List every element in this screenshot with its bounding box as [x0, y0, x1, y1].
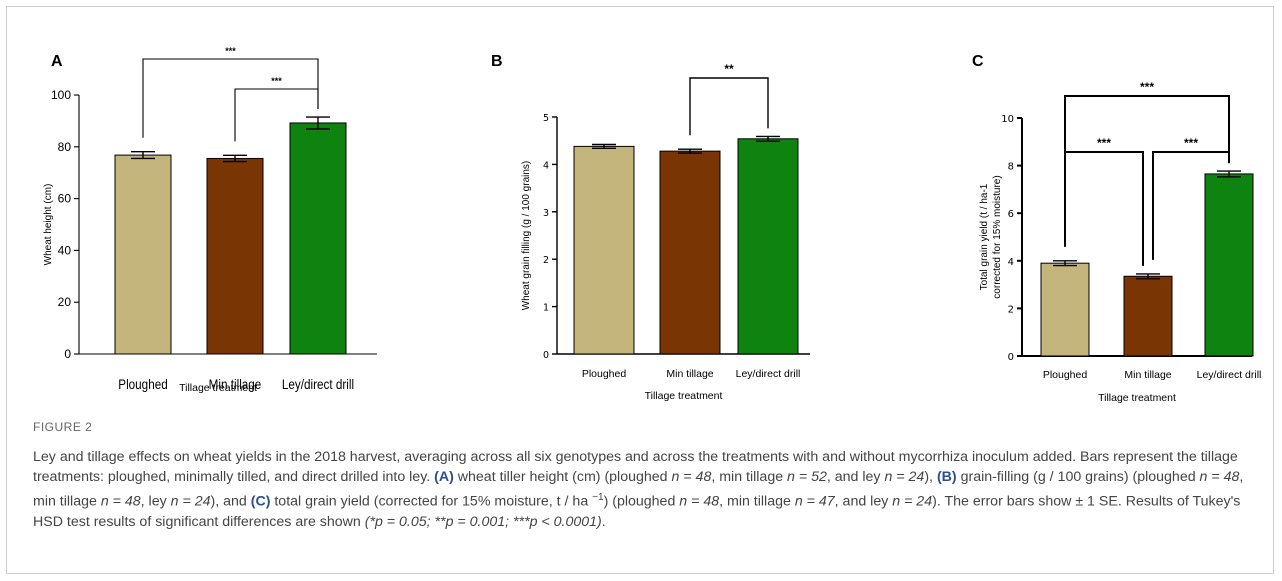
caption-b-text: grain-filling (g / 100 grains) (ploughed: [956, 469, 1200, 486]
caption-c-n1: n = 48: [679, 493, 720, 510]
caption-sig-note: (*p = 0.05; **p = 0.001; ***p < 0.0001): [364, 513, 602, 530]
panel-a-letter: A: [51, 53, 63, 70]
panel-a-category-label: Min tillage: [209, 376, 262, 392]
caption-b-mid2: , ley: [140, 493, 171, 510]
panel-b-bar: [573, 145, 635, 355]
panel-a-x-title: Tillage treatment: [179, 382, 257, 394]
panel-c-category-label: Min tillage: [1124, 369, 1171, 381]
caption-intro: Ley and tillage effects on wheat yields …: [33, 449, 1238, 486]
panel-c-y-tick-label: 8: [1008, 162, 1014, 173]
panel-c-y-tick-label: 4: [1008, 257, 1014, 268]
panel-c-y-title-line: corrected for 15% moisture): [992, 175, 1003, 298]
caption-c-text: total grain yield (corrected for 15% moi…: [270, 493, 593, 510]
panel-a-chart: A 0 20 40 60 80 100 Ploughed Min tillage Ley/dire…: [43, 46, 377, 394]
panel-c-category-label: Ley/direct drill: [1197, 369, 1262, 381]
panel-b-y-tick-label: 0: [543, 350, 549, 361]
caption-c-sup: −1: [592, 491, 604, 503]
panel-c-chart: C 0 2 4 6 8 10 Ploughed Min tillage Ley/direct dr…: [972, 53, 1262, 404]
panel-c-y-tick-label: 6: [1008, 209, 1014, 220]
panel-b-bar: [737, 138, 799, 355]
panel-b-y-tick-label: 4: [543, 160, 549, 171]
caption-a-end: ),: [924, 469, 933, 486]
panel-b-category-label: Min tillage: [666, 368, 713, 380]
panel-a-sig-label: ***: [225, 46, 236, 56]
caption-c-mid1: , min tillage: [719, 493, 795, 510]
panel-c-sig-label: ***: [1097, 136, 1111, 150]
panel-c-x-title: Tillage treatment: [1098, 392, 1176, 404]
panel-a-bar: [114, 154, 172, 355]
caption-ref-a: (A): [434, 469, 454, 486]
panel-b-sig-label: **: [724, 62, 734, 76]
panel-c-bar: [1040, 262, 1090, 357]
panel-a-sig-label: ***: [271, 76, 282, 86]
panel-c-y-title-line: Total grain yield (t / ha-1: [979, 183, 990, 290]
panel-b-sig-bracket: [689, 77, 769, 136]
panel-c-sig-bracket: [1152, 151, 1230, 260]
panel-a-bar: [289, 122, 347, 355]
figure-caption: Ley and tillage effects on wheat yields …: [33, 447, 1258, 532]
panel-c-bar: [1123, 275, 1173, 357]
panel-c-bar: [1204, 173, 1254, 357]
panel-c-category-label: Ploughed: [1043, 369, 1088, 381]
panel-b-bar: [659, 150, 721, 355]
panel-b-letter: B: [491, 53, 503, 70]
caption-final: .: [601, 513, 606, 530]
panel-a-y-tick-label: 80: [58, 140, 72, 154]
panel-a-y-tick-label: 60: [58, 192, 72, 206]
panel-a-category-label: Ley/direct drill: [282, 376, 354, 392]
panel-a-y-tick-label: 0: [64, 347, 71, 361]
caption-b-mid1: , min tillage: [33, 469, 1244, 510]
panel-a-category-label: Ploughed: [118, 376, 167, 392]
panel-a-sig-bracket: [234, 88, 319, 142]
panel-b-y-title: Wheat grain filling (g / 100 grains): [521, 161, 532, 311]
panel-b-y-tick-label: 1: [543, 303, 549, 314]
caption-b-end: ), and: [210, 493, 247, 510]
caption-a-n2: n = 52: [787, 469, 827, 486]
caption-c-n3: n = 24: [892, 493, 933, 510]
panel-c-sig-label: ***: [1140, 80, 1154, 94]
panel-c-y-title: Total grain yield (t / ha-1 corrected for…: [979, 175, 1003, 298]
caption-ref-c: (C): [250, 493, 271, 510]
panel-c-y-tick-label: 10: [1001, 114, 1014, 125]
caption-b-n2: n = 48: [100, 493, 141, 510]
caption-c-text2: ) (ploughed: [603, 493, 680, 510]
panel-c-letter: C: [972, 53, 984, 70]
panel-a-y-tick-label: 40: [58, 243, 72, 257]
panel-c-sig-bracket: [1064, 151, 1144, 266]
caption-b-n3: n = 24: [170, 493, 211, 510]
panel-a-bar: [206, 157, 264, 355]
panel-b-chart: B 0 1 2 3 4 5 Ploughed Min tillage Ley/direct dri…: [491, 53, 810, 402]
figure-frame: A 0 20 40 60 80 100 Ploughed Min tillage Ley/dire…: [6, 6, 1274, 574]
panel-a-y-tick-label: 100: [51, 88, 71, 102]
panel-b-category-label: Ploughed: [582, 368, 627, 380]
caption-a-mid1: , min tillage: [711, 469, 788, 486]
caption-c-end: ). The error bars show ± 1 SE. Results o…: [33, 493, 1241, 530]
panel-b-y-tick-label: 3: [543, 208, 549, 219]
caption-c-mid2: , and ley: [834, 493, 893, 510]
panel-b-category-label: Ley/direct drill: [736, 368, 801, 380]
panel-a-y-tick-label: 20: [58, 295, 72, 309]
panel-b-y-tick-label: 2: [543, 255, 549, 266]
panel-c-y-tick-label: 2: [1008, 304, 1014, 315]
caption-a-n3: n = 24: [884, 469, 925, 486]
panel-a-y-title: Wheat height (cm): [43, 184, 54, 266]
figure-label: FIGURE 2: [33, 420, 93, 434]
panel-a-sig-bracket: [142, 58, 319, 138]
panel-c-sig-bracket: [1064, 95, 1230, 247]
panel-c-sig-label: ***: [1184, 136, 1198, 150]
panel-c-y-tick-label: 0: [1008, 352, 1014, 363]
panel-b-y-tick-label: 5: [543, 113, 549, 124]
caption-c-n2: n = 47: [794, 493, 835, 510]
caption-a-mid2: , and ley: [826, 469, 885, 486]
caption-b-n1: n = 48: [1199, 469, 1240, 486]
panel-b-x-title: Tillage treatment: [645, 390, 723, 402]
caption-a-text: wheat tiller height (cm) (ploughed: [453, 469, 672, 486]
caption-a-n1: n = 48: [671, 469, 712, 486]
caption-ref-b: (B): [936, 469, 957, 486]
